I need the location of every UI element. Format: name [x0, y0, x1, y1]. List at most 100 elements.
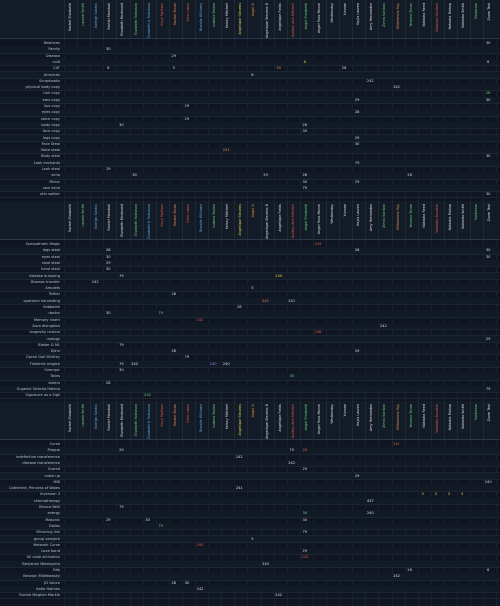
table-cell[interactable]: 30 — [354, 141, 360, 146]
table-cell[interactable]: 5 — [251, 536, 254, 541]
column-header[interactable]: Angelique Stevens — [234, 0, 245, 38]
table-cell[interactable]: 6 — [487, 59, 490, 64]
table-row[interactable]: Aura disruption 242 — [0, 322, 500, 331]
table-cell[interactable]: 29 — [302, 467, 308, 472]
table-cell[interactable]: 240 — [209, 361, 217, 366]
table-cell[interactable]: 30 — [106, 254, 111, 259]
column-header[interactable]: Blondie Williams — [195, 0, 206, 38]
column-header[interactable]: Natasha Smith — [457, 0, 468, 38]
column-header[interactable]: Kaleigh Santos — [90, 0, 101, 38]
table-cell[interactable]: 79 — [119, 342, 124, 347]
table-cell[interactable]: 241 — [235, 486, 243, 491]
column-header[interactable]: Audrey Ann Mitchell — [286, 0, 298, 38]
table-cell[interactable]: 242 — [262, 298, 269, 303]
column-header[interactable]: Elizabeth Mcdonald — [116, 401, 127, 439]
column-header[interactable]: Elizabeth & Robinson — [142, 0, 154, 38]
table-cell[interactable]: 30 — [106, 311, 111, 316]
column-header[interactable]: Rachel Elizabeth — [64, 0, 75, 38]
table-cell[interactable]: 3 — [460, 492, 464, 497]
table-cell[interactable]: 79 — [158, 311, 163, 316]
table-cell[interactable]: 30 — [485, 97, 491, 102]
table-cell[interactable]: 79 — [119, 273, 124, 278]
table-row[interactable]: make up 29 — [0, 472, 500, 480]
table-cell[interactable]: 6 — [487, 568, 490, 572]
table-row[interactable]: Twins 30 — [0, 373, 500, 381]
table-row[interactable]: physical body copy 242 — [0, 84, 500, 92]
table-cell[interactable]: 79 — [119, 505, 124, 509]
table-row[interactable]: Signature as a Sigil 242 — [0, 392, 500, 400]
table-cell[interactable]: 437 — [366, 498, 374, 503]
table-cell[interactable]: 79 — [158, 523, 163, 528]
table-cell[interactable]: 6 — [251, 72, 254, 77]
table-row[interactable]: Benjamin Netanyahu 240 — [0, 560, 500, 568]
table-cell[interactable]: 30 — [302, 517, 308, 522]
table-cell[interactable]: 30 — [119, 368, 124, 372]
table-cell[interactable]: 29 — [106, 517, 111, 522]
column-header[interactable]: Kelsey Mitchell — [221, 201, 232, 239]
column-header[interactable]: Angel G — [247, 201, 258, 239]
column-header[interactable]: Natasha Sanders — [430, 401, 442, 439]
table-cell[interactable]: 29 — [354, 473, 360, 478]
table-row[interactable]: Look enchants 79 — [0, 159, 500, 167]
column-header[interactable]: Angel Ross Moore — [312, 0, 324, 38]
table-cell[interactable]: 30 — [289, 374, 294, 379]
column-header[interactable]: Blondie Williams — [195, 201, 206, 239]
table-cell[interactable]: 29 — [354, 97, 360, 102]
column-header[interactable]: Natasha Reed — [417, 201, 429, 239]
column-header[interactable]: Natasha Bishop — [443, 0, 455, 38]
table-cell[interactable]: 29 — [119, 448, 124, 453]
table-row[interactable]: Benzion Mileikowsky 242 — [0, 573, 500, 581]
table-row[interactable]: urology 29 — [0, 335, 500, 343]
table-cell[interactable]: 30 — [485, 41, 491, 45]
table-cell[interactable]: 30 — [276, 66, 281, 71]
table-cell[interactable]: 28 — [302, 122, 308, 127]
table-cell[interactable]: 79 — [485, 386, 491, 391]
column-header[interactable]: Wednesday — [326, 201, 337, 239]
column-header[interactable]: Angelique Fields — [273, 201, 285, 239]
column-header[interactable]: Angelique Stevens B — [260, 401, 272, 439]
column-header[interactable]: Yesenia Stone — [404, 201, 416, 239]
table-cell[interactable]: 240 — [484, 479, 492, 484]
table-cell[interactable]: 29 — [302, 549, 308, 554]
column-header[interactable]: Amy Hernandez — [365, 401, 376, 439]
column-header[interactable]: Blondie Williams — [195, 401, 206, 439]
table-cell[interactable]: 241 — [393, 442, 400, 446]
table-row[interactable]: Dallas 79 — [0, 522, 500, 531]
table-cell[interactable]: 28 — [237, 305, 242, 309]
column-header[interactable]: Isabela Brown — [208, 0, 219, 38]
column-header[interactable]: Rachel Stone — [168, 201, 180, 239]
table-cell[interactable]: 242 — [91, 279, 99, 284]
column-header[interactable]: Elizabeth Robinson — [129, 401, 141, 439]
table-cell[interactable]: 30 — [485, 254, 491, 259]
table-cell[interactable]: 28 — [302, 173, 308, 178]
table-row[interactable]: skin walker 30 — [0, 191, 500, 199]
table-cell[interactable]: 242 — [196, 317, 204, 322]
column-header[interactable]: Zoom Test — [483, 0, 494, 38]
column-header[interactable]: Kelsey Mitchell — [221, 401, 232, 439]
table-row[interactable]: Djinn 28 29 — [0, 348, 500, 356]
table-cell[interactable]: 5 — [172, 66, 175, 71]
table-cell[interactable]: 79 — [354, 160, 360, 165]
table-cell[interactable]: 240 — [262, 561, 269, 566]
column-header[interactable]: Rachel Marshall — [103, 0, 114, 38]
table-cell[interactable]: 28 — [354, 248, 360, 253]
column-header[interactable]: Kelsey Mitchell — [221, 0, 232, 38]
table-cell[interactable]: 30 — [119, 122, 124, 127]
table-cell[interactable]: 28 — [171, 349, 177, 354]
table-cell[interactable]: 30 — [106, 267, 111, 272]
table-row[interactable]: Voice steal 241 — [0, 147, 500, 155]
column-header[interactable]: Wednesday — [326, 0, 337, 38]
table-row[interactable]: ears copy 29 30 — [0, 96, 500, 104]
column-header[interactable]: Elizabeth Robinson — [129, 201, 141, 239]
table-row[interactable]: Family 30 — [0, 46, 500, 54]
table-row[interactable]: body copy 30 28 — [0, 121, 500, 130]
column-header[interactable]: Yesenia Stone — [404, 0, 416, 38]
column-header[interactable]: Angel Elizabeth — [299, 0, 311, 38]
column-header[interactable]: Kaleigh Santos — [90, 401, 101, 439]
column-header[interactable]: Angelique Fields — [273, 401, 285, 439]
column-header[interactable]: Kaya Spritzer — [155, 401, 167, 439]
table-row[interactable]: chemotherapy 437 — [0, 497, 500, 505]
table-cell[interactable]: 30 — [302, 511, 308, 516]
table-row[interactable]: Amulets 5 — [0, 285, 500, 293]
table-cell[interactable]: 242 — [275, 593, 283, 598]
